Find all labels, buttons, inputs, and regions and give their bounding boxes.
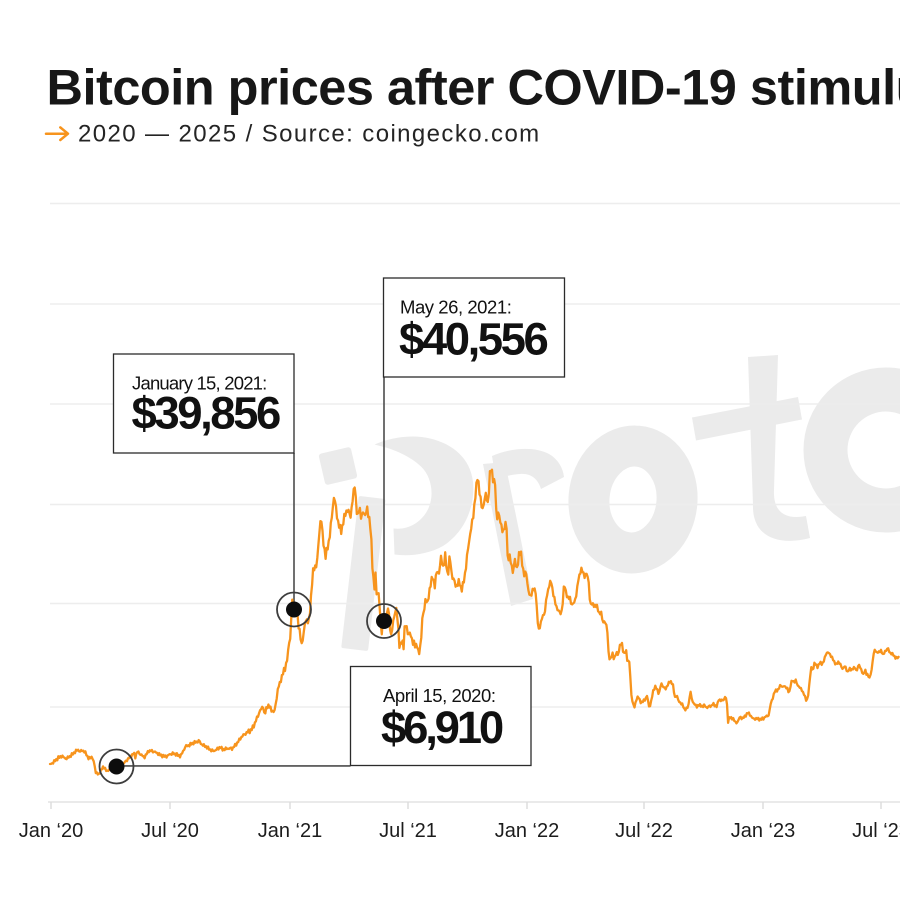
svg-text:Jul ‘20: Jul ‘20 <box>141 820 199 842</box>
svg-text:2020 — 2025 / Source: coingeck: 2020 — 2025 / Source: coingecko.com <box>78 121 541 148</box>
svg-text:Jan ‘20: Jan ‘20 <box>19 820 84 842</box>
svg-text:$39,856: $39,856 <box>132 388 280 439</box>
svg-text:$40,556: $40,556 <box>399 314 547 365</box>
svg-text:$6,910: $6,910 <box>381 702 503 753</box>
svg-text:April 15, 2020:: April 15, 2020: <box>383 685 496 706</box>
svg-text:Jan ‘21: Jan ‘21 <box>258 820 323 842</box>
svg-text:Jul ‘21: Jul ‘21 <box>379 820 437 842</box>
svg-text:January 15, 2021:: January 15, 2021: <box>132 373 267 394</box>
svg-text:Jul ‘22: Jul ‘22 <box>615 820 673 842</box>
svg-text:Jan ‘23: Jan ‘23 <box>731 820 796 842</box>
svg-text:Jul ‘23: Jul ‘23 <box>852 820 900 842</box>
svg-text:Bitcoin prices after COVID-19: Bitcoin prices after COVID-19 stimulus <box>47 59 900 116</box>
svg-text:May 26, 2021:: May 26, 2021: <box>400 297 511 318</box>
svg-text:Jan ‘22: Jan ‘22 <box>495 820 560 842</box>
